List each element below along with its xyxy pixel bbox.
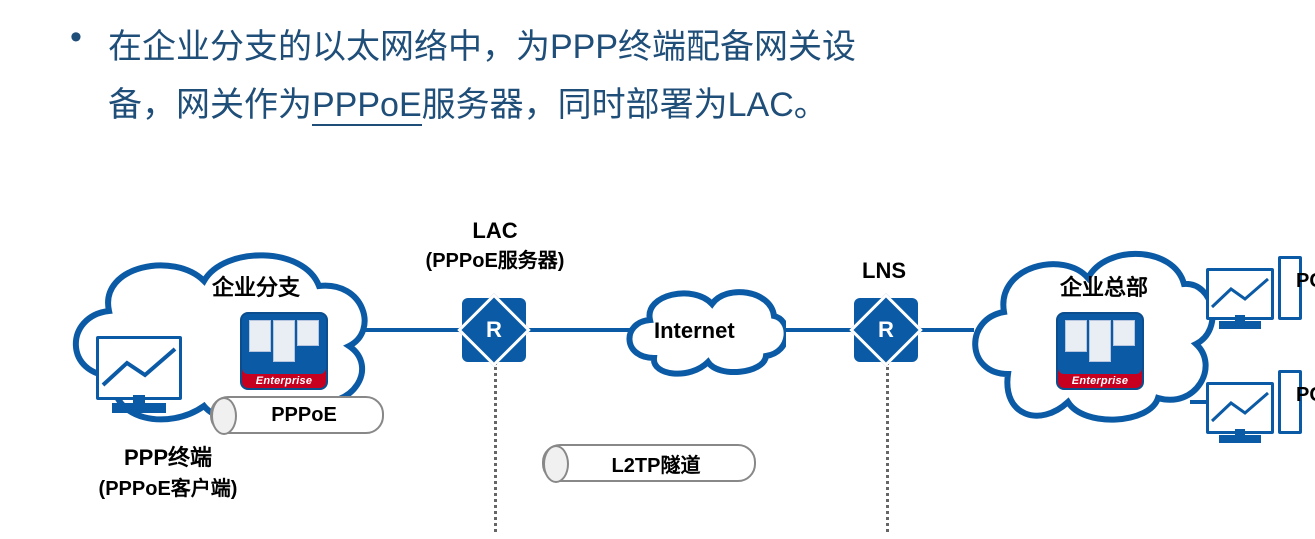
branch-pc: [96, 336, 182, 400]
pc-label-2: PC: [1296, 384, 1315, 407]
monitor-icon: [1206, 382, 1274, 434]
bullet-line2: 备，网关作为PPPoE服务器，同时部署为LAC。: [108, 76, 828, 134]
branch-cloud-title: 企业分支: [212, 270, 300, 302]
hq-enterprise-badge: Enterprise: [1056, 312, 1144, 390]
enterprise-badge-text: Enterprise: [1058, 375, 1142, 387]
lns-router: R: [854, 298, 918, 362]
router-letter: R: [878, 317, 894, 343]
bullet-line2c: 服务器，同时部署为LAC。: [422, 86, 828, 124]
ppp-terminal-line2: (PPPoE客户端): [58, 472, 278, 501]
hq-pc-1: [1206, 256, 1302, 320]
pppoe-tube: PPPoE: [210, 396, 384, 434]
enterprise-badge-text: Enterprise: [242, 375, 326, 387]
lac-label: LAC (PPPoE服务器): [400, 218, 590, 273]
lac-line2: (PPPoE服务器): [400, 244, 590, 273]
hq-pc-2: [1206, 370, 1302, 434]
ppp-terminal-label: PPP终端 (PPPoE客户端): [58, 440, 278, 501]
dash-under-lns: [886, 362, 889, 532]
monitor-icon: [96, 336, 182, 400]
hq-cloud-title: 企业总部: [1060, 270, 1148, 302]
branch-enterprise-badge: Enterprise: [240, 312, 328, 390]
bullet-line1: 在企业分支的以太网络中，为PPP终端配备网关设: [108, 18, 856, 76]
lns-label: LNS: [862, 258, 906, 284]
lac-line1: LAC: [400, 218, 590, 244]
bullet-line2a: 备，网关作为: [108, 86, 312, 124]
internet-label: Internet: [654, 318, 735, 344]
monitor-icon: [1206, 268, 1274, 320]
ppp-terminal-line1: PPP终端: [58, 440, 278, 472]
lac-router: R: [462, 298, 526, 362]
pc-label-1: PC: [1296, 270, 1315, 293]
router-letter: R: [486, 317, 502, 343]
diagram-slide: • 在企业分支的以太网络中，为PPP终端配备网关设 备，网关作为PPPoE服务器…: [0, 0, 1315, 539]
bullet-line2b-underlined: PPPoE: [312, 86, 422, 126]
pppoe-tube-label: PPPoE: [271, 404, 337, 427]
bullet-dot: •: [70, 18, 82, 57]
dash-under-lac: [494, 362, 497, 532]
l2tp-tube-label: L2TP隧道: [612, 449, 701, 478]
l2tp-tube: L2TP隧道: [542, 444, 756, 482]
